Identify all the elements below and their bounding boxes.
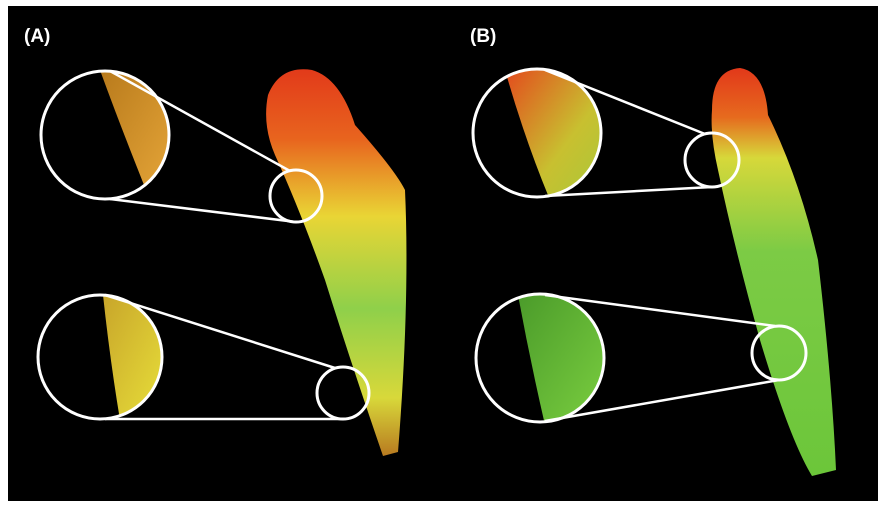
figure: (A) (B)	[0, 0, 885, 508]
panel-label: (A)	[24, 26, 50, 47]
panel-label: (B)	[470, 26, 496, 47]
